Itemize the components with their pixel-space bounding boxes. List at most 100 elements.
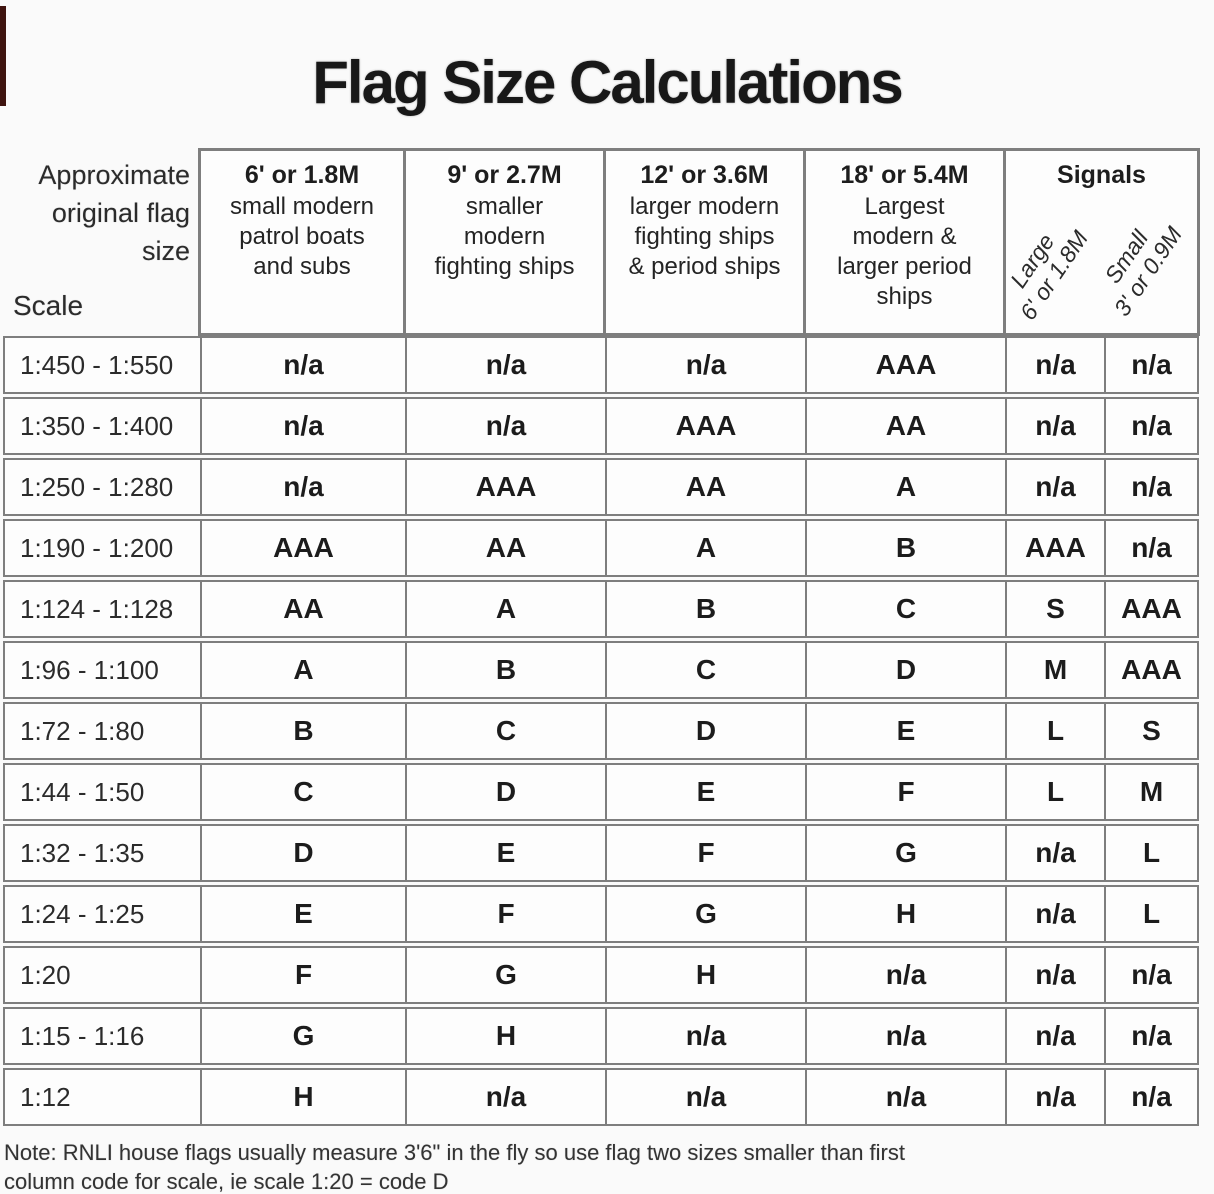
scale-cell: 1:12 <box>3 1068 200 1126</box>
scale-cell: 1:32 - 1:35 <box>3 824 200 882</box>
scale-cell: 1:450 - 1:550 <box>3 336 200 394</box>
scale-cell: 1:96 - 1:100 <box>3 641 200 699</box>
flag-code-cell: n/a <box>1104 519 1199 577</box>
table-row: 1:72 - 1:80 B C D E L S <box>3 702 1199 760</box>
column-size-label: 9' or 2.7M <box>447 161 562 189</box>
flag-code-cell: n/a <box>1104 1007 1199 1065</box>
flag-code-cell: AAA <box>1005 519 1104 577</box>
flag-code-cell: G <box>805 824 1005 882</box>
column-header-18ft: 18' or 5.4M Largest modern & larger peri… <box>803 148 1006 336</box>
flag-code-cell: E <box>405 824 605 882</box>
column-size-label: 12' or 3.6M <box>640 161 769 189</box>
flag-code-cell: M <box>1104 763 1199 821</box>
column-desc-label: larger modern fighting ships & period sh… <box>628 193 781 280</box>
flag-code-cell: A <box>805 458 1005 516</box>
column-desc-label: Largest modern & larger period ships <box>837 193 972 310</box>
flag-code-cell: A <box>605 519 805 577</box>
scale-cell: 1:124 - 1:128 <box>3 580 200 638</box>
scale-cell: 1:190 - 1:200 <box>3 519 200 577</box>
flag-code-cell: n/a <box>1005 885 1104 943</box>
signals-large-label: Large 6' or 1.8M <box>1004 225 1093 325</box>
flag-code-cell: S <box>1104 702 1199 760</box>
flag-code-cell: n/a <box>1104 458 1199 516</box>
flag-code-cell: B <box>405 641 605 699</box>
flag-code-cell: H <box>200 1068 405 1126</box>
flag-code-cell: H <box>405 1007 605 1065</box>
flag-code-cell: B <box>805 519 1005 577</box>
flag-code-cell: n/a <box>1104 946 1199 1004</box>
flag-code-cell: L <box>1104 824 1199 882</box>
scale-cell: 1:20 <box>3 946 200 1004</box>
header-row: 6' or 1.8M small modern patrol boats and… <box>198 148 1200 336</box>
flag-code-cell: H <box>605 946 805 1004</box>
flag-code-cell: A <box>405 580 605 638</box>
flag-code-cell: L <box>1005 763 1104 821</box>
footnote: Note: RNLI house flags usually measure 3… <box>4 1140 905 1194</box>
column-header-12ft: 12' or 3.6M larger modern fighting ships… <box>603 148 806 336</box>
signals-small-label: Small 3' or 0.9M <box>1099 221 1187 321</box>
flag-code-cell: G <box>405 946 605 1004</box>
flag-code-cell: F <box>805 763 1005 821</box>
flag-code-cell: B <box>605 580 805 638</box>
scan-artifact-mark <box>0 6 6 106</box>
signals-label: Signals <box>1057 161 1146 189</box>
flag-code-cell: n/a <box>200 336 405 394</box>
scale-cell: 1:24 - 1:25 <box>3 885 200 943</box>
table-row: 1:350 - 1:400 n/a n/a AAA AA n/a n/a <box>3 397 1199 455</box>
flag-code-cell: C <box>605 641 805 699</box>
flag-code-cell: n/a <box>1104 336 1199 394</box>
flag-code-cell: D <box>200 824 405 882</box>
table-row: 1:124 - 1:128 AA A B C S AAA <box>3 580 1199 638</box>
flag-code-cell: AAA <box>605 397 805 455</box>
flag-code-cell: AA <box>605 458 805 516</box>
flag-code-cell: n/a <box>405 397 605 455</box>
flag-code-cell: AAA <box>200 519 405 577</box>
flag-code-cell: n/a <box>605 1007 805 1065</box>
flag-code-cell: n/a <box>200 458 405 516</box>
flag-code-cell: AA <box>405 519 605 577</box>
flag-code-cell: n/a <box>805 1068 1005 1126</box>
flag-code-cell: B <box>200 702 405 760</box>
flag-code-cell: H <box>805 885 1005 943</box>
scale-cell: 1:15 - 1:16 <box>3 1007 200 1065</box>
flag-code-cell: n/a <box>605 336 805 394</box>
column-size-label: 6' or 1.8M <box>244 161 360 189</box>
column-header-9ft: 9' or 2.7M smaller modern fighting ships <box>403 148 606 336</box>
flag-code-cell: E <box>805 702 1005 760</box>
flag-size-table: 1:450 - 1:550 n/a n/a n/a AAA n/a n/a 1:350 - 1… <box>3 333 1199 1129</box>
flag-code-cell: L <box>1005 702 1104 760</box>
column-desc-label: smaller modern fighting ships <box>434 193 575 280</box>
flag-code-cell: AAA <box>405 458 605 516</box>
flag-code-cell: AAA <box>805 336 1005 394</box>
flag-code-cell: AA <box>805 397 1005 455</box>
flag-code-cell: n/a <box>405 1068 605 1126</box>
flag-code-cell: n/a <box>200 397 405 455</box>
flag-code-cell: n/a <box>1005 336 1104 394</box>
flag-code-cell: n/a <box>1005 397 1104 455</box>
flag-code-cell: F <box>200 946 405 1004</box>
flag-code-cell: G <box>200 1007 405 1065</box>
column-header-6ft: 6' or 1.8M small modern patrol boats and… <box>198 148 406 336</box>
table-row: 1:96 - 1:100 A B C D M AAA <box>3 641 1199 699</box>
flag-code-cell: n/a <box>805 946 1005 1004</box>
scale-column-label: Scale <box>13 290 84 321</box>
flag-code-cell: D <box>405 763 605 821</box>
flag-code-cell: AAA <box>1104 580 1199 638</box>
column-header-signals: Signals Large 6' or 1.8M Small 3' or 0.9… <box>1003 148 1200 336</box>
flag-code-cell: M <box>1005 641 1104 699</box>
table-row: 1:450 - 1:550 n/a n/a n/a AAA n/a n/a <box>3 336 1199 394</box>
flag-code-cell: C <box>805 580 1005 638</box>
flag-code-cell: G <box>605 885 805 943</box>
scale-cell: 1:250 - 1:280 <box>3 458 200 516</box>
table-row: 1:190 - 1:200 AAA AA A B AAA n/a <box>3 519 1199 577</box>
page-title: Flag Size Calculations <box>312 49 904 116</box>
column-desc-label: small modern patrol boats and subs <box>229 193 375 280</box>
flag-code-cell: n/a <box>1104 1068 1199 1126</box>
scale-cell: 1:44 - 1:50 <box>3 763 200 821</box>
flag-code-cell: n/a <box>1005 1007 1104 1065</box>
